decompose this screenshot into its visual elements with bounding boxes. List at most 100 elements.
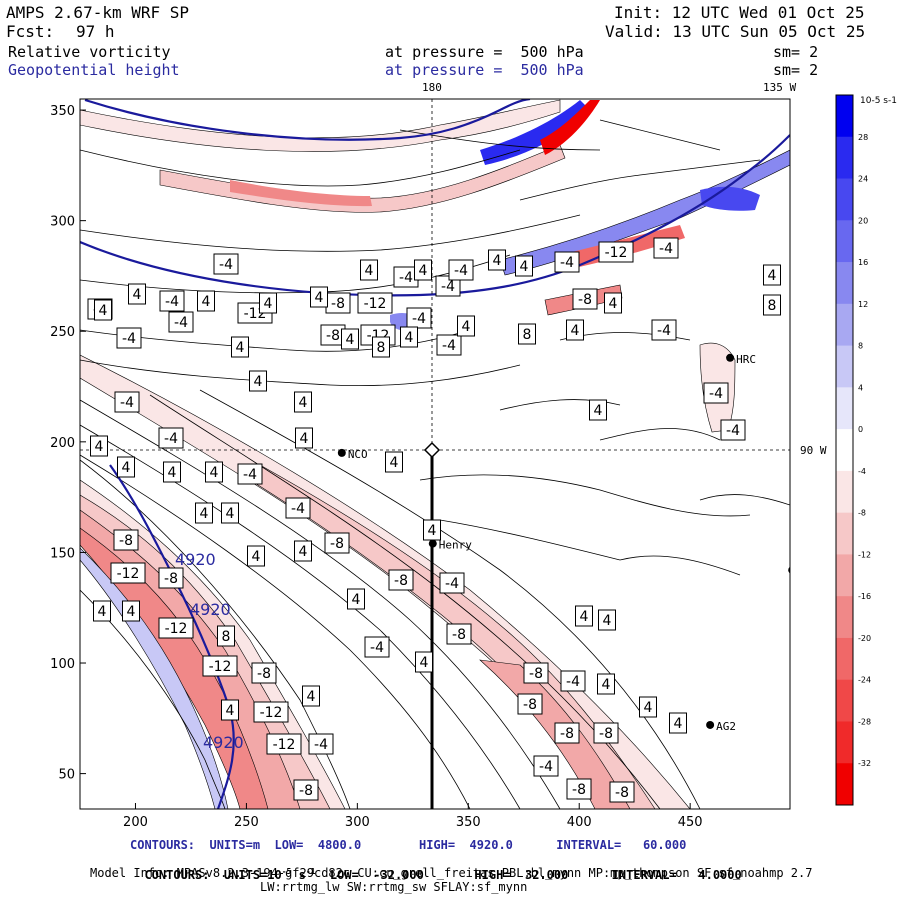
- contour-label-box: [231, 336, 249, 358]
- contour-label: 4: [117, 456, 135, 478]
- contour-label-value: 4: [202, 294, 211, 310]
- contour-label-box: [302, 685, 320, 707]
- contour-label: 4: [294, 391, 312, 413]
- contour-label-box: [237, 463, 263, 485]
- contour-label-box: [597, 673, 615, 695]
- contour-label: -12: [357, 292, 393, 314]
- contour-label-box: [763, 294, 781, 316]
- colorbar-segment: [836, 721, 853, 764]
- contour-label-value: -8: [529, 666, 543, 682]
- contour-label: 4: [90, 435, 108, 457]
- station-dot: [337, 448, 346, 457]
- field1-pressure: at pressure = 500 hPa: [385, 43, 584, 61]
- contour-label-box: [517, 693, 543, 715]
- colorbar-tick-label: -24: [858, 676, 871, 685]
- contour-label-box: [114, 391, 140, 413]
- contour-label-value: 4: [200, 506, 209, 522]
- contour-label: 4: [195, 502, 213, 524]
- contour-label-box: [533, 755, 559, 777]
- contour-label-value: -12: [165, 621, 188, 637]
- station-label: Henry: [439, 539, 472, 552]
- contour-label-value: -8: [119, 533, 133, 549]
- contour-label: 4: [385, 451, 403, 473]
- contour-label-box: [205, 461, 223, 483]
- contour-label-box: [295, 427, 313, 449]
- y-tick-label: 350: [50, 104, 75, 119]
- contour-label-box: [518, 323, 536, 345]
- contour-label-box: [598, 241, 634, 263]
- stations: NCO Henry HRC AG2: [337, 353, 790, 733]
- contour-label-value: -4: [120, 395, 134, 411]
- contour-label-value: -4: [219, 257, 233, 273]
- contour-label-box: [294, 391, 312, 413]
- contour-label-box: [163, 461, 181, 483]
- plot-frame: [79, 98, 791, 810]
- contour-label-box: [217, 625, 235, 647]
- x-tick-label: 400: [567, 815, 592, 830]
- contour-label: -4: [533, 755, 559, 777]
- contour-label: 4: [360, 259, 378, 281]
- contour-label: 4: [457, 315, 475, 337]
- contour-label-box: [435, 275, 461, 297]
- contour-label-box: [457, 315, 475, 337]
- contour-label: -8: [324, 532, 350, 554]
- contour-label: 4: [94, 299, 112, 321]
- contour-label-value: 4: [493, 253, 502, 269]
- contour-label: 4: [128, 283, 146, 305]
- contour-label-value: -8: [299, 783, 313, 799]
- contour-label-box: [213, 253, 239, 275]
- contour-label: -8: [158, 567, 184, 589]
- contour-label-value: -4: [441, 279, 455, 295]
- contour-label-value: -4: [442, 338, 456, 354]
- contour-label: -4: [653, 237, 679, 259]
- contour-label-box: [515, 255, 533, 277]
- valid-time: Valid: 13 UTC Sun 05 Oct 25: [605, 22, 866, 41]
- contour-label-box: [669, 712, 687, 734]
- height-contour-lines: [80, 99, 790, 809]
- init-time: Init: 12 UTC Wed 01 Oct 25: [614, 3, 865, 22]
- contour-label-value: 4: [133, 287, 142, 303]
- colorbar-tick-label: 8: [858, 342, 863, 351]
- contour-label-value: -4: [709, 386, 723, 402]
- colorbar-frame: [835, 94, 854, 806]
- contour-label-box: [406, 307, 432, 329]
- contour-label-box: [414, 259, 432, 281]
- contour-label: 4: [488, 249, 506, 271]
- contour-label: 4: [415, 651, 433, 673]
- contour-label-value: -12: [117, 566, 140, 582]
- contour-label-box: [158, 427, 184, 449]
- contour-label-value: 4: [254, 374, 263, 390]
- station-label: NCO: [348, 448, 368, 461]
- contour-label: -12: [598, 241, 634, 263]
- colorbar-segment: [836, 554, 853, 597]
- contour-label-box: [266, 733, 302, 755]
- contour-label: -8: [566, 778, 592, 800]
- contour-label-box: [90, 435, 108, 457]
- y-tick-label: 250: [50, 325, 75, 340]
- contour-label-box: [347, 588, 365, 610]
- contour-label-box: [202, 655, 238, 677]
- contour-label-value: -4: [370, 640, 384, 656]
- contour-label-box: [763, 264, 781, 286]
- contour-label: -4: [703, 382, 729, 404]
- contour-label: 4: [575, 605, 593, 627]
- contour-label-value: -4: [243, 467, 257, 483]
- contour-label: -4: [285, 497, 311, 519]
- colorbar-units: 10-5 s-1: [860, 96, 897, 106]
- contour-label-value: -4: [539, 759, 553, 775]
- contour-label: -8: [325, 292, 351, 314]
- contour-label: -4: [439, 572, 465, 594]
- contour-label-value: -8: [394, 573, 408, 589]
- contour-label-box: [566, 778, 592, 800]
- field1-name: Relative vorticity: [8, 43, 171, 61]
- contour-label-value: -8: [331, 296, 345, 312]
- contour-label-value: 4: [95, 439, 104, 455]
- contour-label: 4: [197, 290, 215, 312]
- contour-label-value: -8: [572, 782, 586, 798]
- contour-label-box: [249, 370, 267, 392]
- contour-label-value: 4: [420, 655, 429, 671]
- colorbar-segment: [836, 387, 853, 430]
- contour-label-value: 4: [226, 703, 235, 719]
- contour-label: -4: [448, 259, 474, 281]
- contour-label-value: -4: [659, 241, 673, 257]
